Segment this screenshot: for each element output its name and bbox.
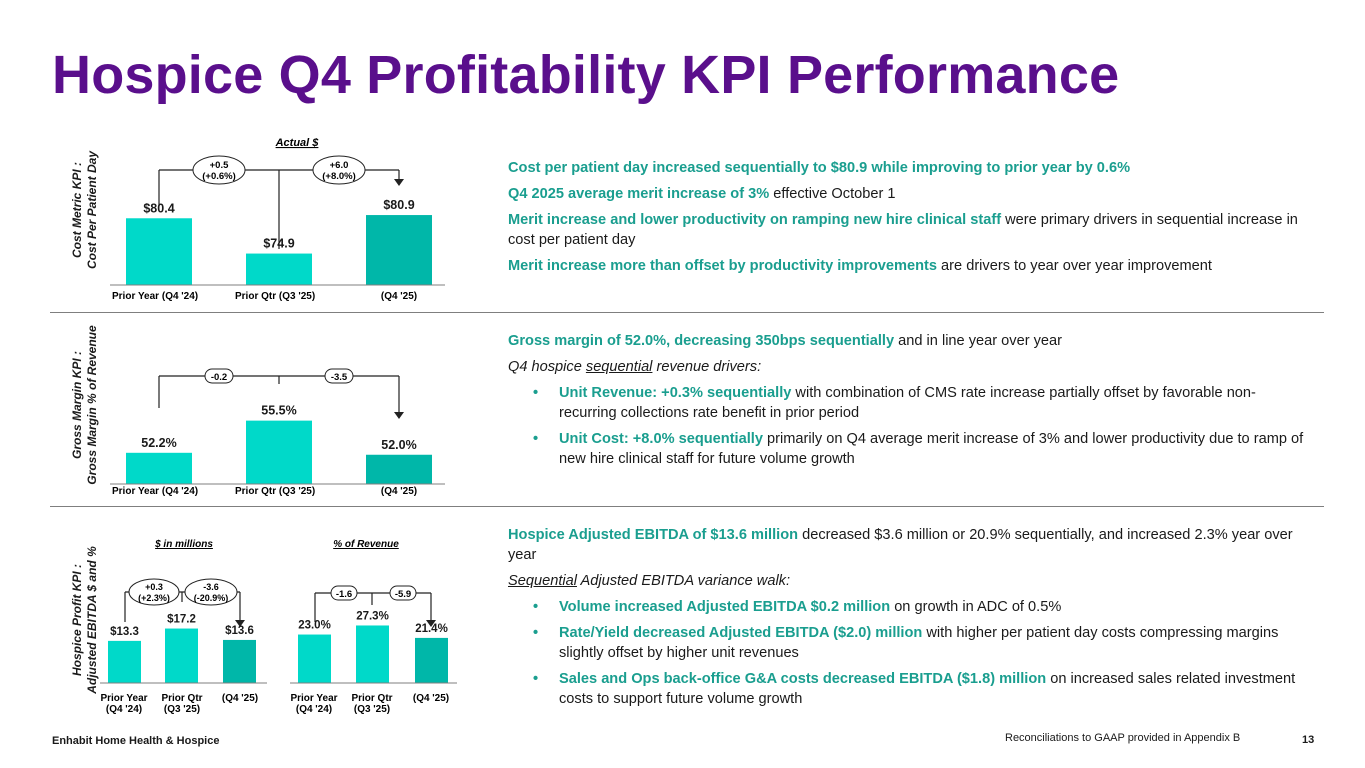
chart3-subtitle: $ in millions [154,539,213,550]
cost-per-patient-day-chart: Actual $ +0.5 (+0.6%) +6.0 (+8.0%) $80.4… [110,137,445,302]
chart1-bar-2 [246,253,312,285]
section3-bullet2: • Rate/Yield decreased Adjusted EBITDA ($… [533,625,1279,661]
chart1-bubble2-line2: (+8.0%) [322,171,356,182]
section2-axis-label-line1: Gross Margin KPI : [70,350,84,460]
adjusted-ebitda-dollar-chart: $ in millions +0.3 (+2.3%) -3.6 (-20.9%)… [100,539,267,715]
chart3-bubble1-line1: +0.3 [145,582,163,592]
chart1-bar-1 [126,218,192,285]
footer-company: Enhabit Home Health & Hospice [52,735,220,747]
chart4-bar-3 [415,637,448,683]
chart1-value-label-2: $74.9 [263,237,294,251]
chart2-category-1: Prior Year (Q4 '24) [112,486,198,497]
chart1-value-label-1: $80.4 [143,201,174,215]
chart1-category-2: Prior Qtr (Q3 '25) [235,291,315,302]
section3-bullet3: • Sales and Ops back-office G&A costs dec… [533,671,1296,707]
chart3-bar-2 [165,628,198,683]
chart2-value-label-2: 55.5% [261,404,296,418]
section1-p3: Merit increase and lower productivity on… [508,212,1298,248]
chart4-bar-1 [298,634,331,683]
chart1-bar-3 [366,215,432,285]
section2-p1: Gross margin of 52.0%, decreasing 350bps… [508,333,1062,349]
chart2-bar-2 [246,420,312,484]
chart2-bar-1 [126,452,192,484]
chart4-category-3: (Q4 '25) [413,693,449,704]
chart1-bubble2 [312,155,366,185]
chart4-bubble2 [389,585,417,601]
chart3-bubble2 [184,578,238,606]
section1-commentary: Cost per patient day increased sequentia… [508,158,1313,282]
chart1-arrowhead [394,179,404,186]
section2-bullet2: • Unit Cost: +8.0% sequentially primarily… [533,431,1304,467]
page-number: 13 [1302,734,1315,746]
chart2-bubble1 [204,368,234,384]
chart4-value-label-3: 21.4% [415,623,448,635]
chart3-bubble1 [128,578,180,606]
section3-p2: Sequential Adjusted EBITDA variance walk… [508,573,791,589]
chart1-bubble1 [192,155,246,185]
section-divider-1 [50,312,1324,313]
adjusted-ebitda-percent-chart: % of Revenue -1.6 -5.9 23.0% 27.3% 21.4% P… [290,539,457,715]
chart3-category-3: (Q4 '25) [222,693,258,704]
chart3-bubble2-line1: -3.6 [203,582,219,592]
chart3-value-label-3: $13.6 [225,625,254,637]
chart1-subtitle: Actual $ [275,137,320,149]
chart2-value-label-1: 52.2% [141,436,176,450]
chart1-category-1: Prior Year (Q4 '24) [112,291,198,302]
chart4-bar-2 [356,625,389,683]
chart4-subtitle: % of Revenue [333,539,399,550]
chart1-bubble2-line1: +6.0 [330,160,349,171]
chart2-bar-3 [366,454,432,484]
section3-bullet1: • Volume increased Adjusted EBITDA $0.2 m… [533,599,1062,615]
chart4-bubble2-text: -5.9 [395,589,411,600]
chart3-value-label-2: $17.2 [167,614,196,626]
section2-bullet1: • Unit Revenue: +0.3% sequentially with c… [533,385,1256,421]
chart4-bubble1 [330,585,358,601]
section2-commentary: Gross margin of 52.0%, decreasing 350bps… [508,331,1313,475]
chart2-arrowhead [394,412,404,419]
page-title: Hospice Q4 Profitability KPI Performance [52,45,1120,105]
chart3-bubble1-line2: (+2.3%) [138,593,170,603]
section2-p2: Q4 hospice sequential revenue drivers: [508,359,762,375]
chart1-bubble1-line2: (+0.6%) [202,171,236,182]
chart1-bubble1-line1: +0.5 [210,160,229,171]
section1-axis-label-line1: Cost Metric KPI : [70,162,84,259]
section1-p4: Merit increase more than offset by produ… [508,258,1212,274]
chart1-category-3: (Q4 '25) [381,291,417,302]
section1-p2: Q4 2025 average merit increase of 3% eff… [508,186,896,202]
chart2-category-2: Prior Qtr (Q3 '25) [235,486,315,497]
section3-p1: Hospice Adjusted EBITDA of $13.6 million… [508,527,1293,563]
chart4-arrowhead [426,620,436,627]
chart2-bubble2 [324,368,354,384]
section3-axis-label-line1: Hospice Profit KPI : [70,564,84,677]
gross-margin-chart: -0.2 -3.5 52.2% 55.5% 52.0% Prior Year (Q4… [110,368,445,497]
chart4-bubble1-text: -1.6 [336,589,352,600]
chart3-category-2: Prior Qtr (Q3 '25) [161,693,202,715]
chart4-value-label-1: 23.0% [298,620,331,632]
chart3-value-label-1: $13.3 [110,626,139,638]
chart2-category-3: (Q4 '25) [381,486,417,497]
section3-commentary: Hospice Adjusted EBITDA of $13.6 million… [508,525,1313,715]
chart3-bubble2-line2: (-20.9%) [194,593,229,603]
chart4-category-1: Prior Year (Q4 '24) [290,693,337,715]
chart2-bubble1-text: -0.2 [211,372,227,383]
chart1-value-label-3: $80.9 [383,198,414,212]
section-divider-2 [50,506,1324,507]
chart3-arrowhead [235,620,245,627]
footer-note: Reconciliations to GAAP provided in Appe… [1005,732,1241,744]
chart3-bar-3 [223,639,256,683]
chart2-value-label-3: 52.0% [381,438,416,452]
chart2-bubble2-text: -3.5 [331,372,348,383]
section1-p1: Cost per patient day increased sequentia… [508,160,1131,176]
chart4-value-label-2: 27.3% [356,610,389,622]
chart3-category-1: Prior Year (Q4 '24) [100,693,147,715]
chart4-category-2: Prior Qtr (Q3 '25) [351,693,392,715]
chart3-bar-1 [108,640,141,683]
